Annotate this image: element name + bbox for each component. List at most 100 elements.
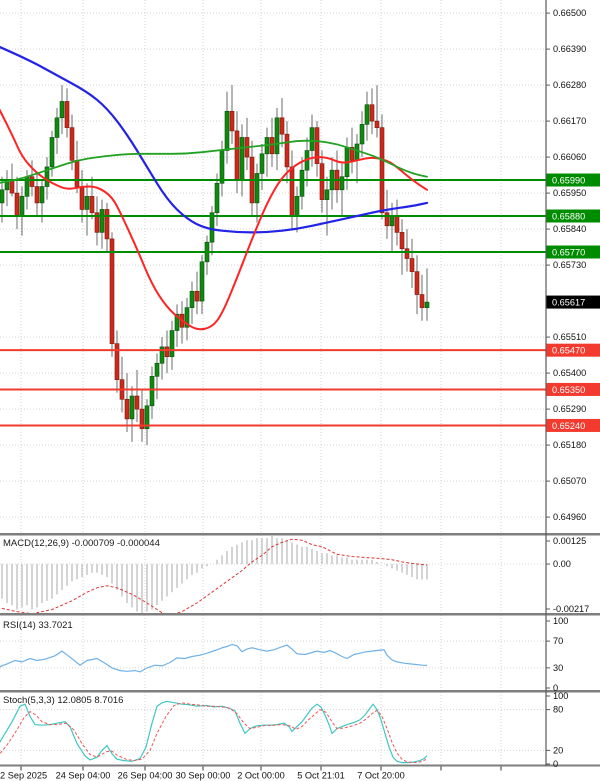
panel-splitter[interactable] [0, 613, 600, 616]
time-axis-label[interactable]: 30 Sep 00:00 [176, 771, 231, 781]
time-axis-label[interactable]: 22 Sep 2025 [0, 771, 47, 781]
price-axis-label: 0.65400 [553, 368, 586, 378]
candle [199, 261, 205, 302]
price-axis-label: 0.66170 [553, 116, 586, 126]
candle [339, 176, 345, 191]
stoch-d-line [0, 702, 428, 764]
candle [234, 130, 240, 181]
candle [394, 215, 400, 233]
price-axis-label: 0.65070 [553, 476, 586, 486]
price-panel [0, 0, 546, 533]
panel-splitter[interactable] [0, 533, 600, 536]
candle [74, 160, 80, 187]
candle [379, 127, 385, 214]
candle [229, 110, 235, 132]
candle [309, 127, 315, 151]
rsi-axis-label: 30 [553, 663, 563, 673]
macd-indicator-label: MACD(12,26,9) -0.000709 -0.000044 [3, 538, 160, 549]
candle [169, 330, 175, 358]
candle [19, 196, 25, 217]
candle [254, 173, 260, 204]
candle [224, 110, 230, 151]
price-level-badge-label: 0.65990 [552, 175, 585, 185]
macd-axis-label: 0.00125 [553, 536, 586, 546]
candle [289, 166, 295, 217]
candle [214, 182, 220, 214]
candle [274, 117, 280, 155]
price-axis-label: 0.65180 [553, 440, 586, 450]
candle [284, 133, 290, 168]
candle [39, 186, 45, 204]
time-axis-label[interactable]: 26 Sep 04:00 [118, 771, 173, 781]
candle [409, 258, 415, 272]
candle [384, 212, 390, 227]
candle [194, 290, 200, 302]
rsi-panel [0, 615, 546, 690]
candle [14, 192, 20, 217]
candle [299, 169, 305, 197]
candle [324, 189, 330, 200]
panel-splitter[interactable] [0, 690, 600, 693]
price-level-badge[interactable] [546, 418, 600, 432]
candle [44, 166, 50, 187]
price-level-badge[interactable] [546, 173, 600, 187]
candle [69, 127, 75, 161]
time-axis-label[interactable]: 24 Sep 04:00 [56, 771, 111, 781]
candle [104, 209, 110, 240]
current-price-badge [546, 295, 600, 309]
time-axis-label[interactable]: 5 Oct 21:01 [297, 771, 345, 781]
candle [319, 163, 325, 200]
candle [374, 120, 380, 128]
rsi-indicator-label: RSI(14) 33.7021 [3, 620, 73, 631]
ma-red-fast [0, 108, 428, 331]
price-axis-label: 0.64960 [553, 512, 586, 522]
candle [259, 153, 265, 174]
candle [269, 137, 275, 155]
candle [9, 179, 15, 194]
price-level-badge-label: 0.65880 [552, 211, 585, 221]
candle [219, 150, 225, 184]
candle [279, 117, 285, 135]
stoch-axis-label: 0 [553, 759, 558, 769]
candle [314, 127, 320, 164]
price-level-badge[interactable] [546, 382, 600, 396]
price-level-badge[interactable] [546, 209, 600, 223]
stoch-indicator-label: Stoch(5,3,3) 12.0805 8.7016 [3, 695, 124, 706]
price-level-badge-label: 0.65240 [552, 421, 585, 431]
candle [239, 137, 245, 181]
candle [354, 143, 360, 161]
candle [29, 176, 35, 187]
macd-axis-label: -0.00217 [553, 604, 589, 614]
price-axis-label: 0.65730 [553, 260, 586, 270]
candle [414, 271, 420, 295]
candle [54, 117, 60, 138]
candle [369, 104, 375, 122]
candle [209, 212, 215, 243]
ma-blue-slow [0, 45, 429, 234]
candle [79, 186, 85, 210]
price-axis [546, 12, 600, 765]
candle [139, 408, 145, 430]
candle [389, 215, 395, 227]
time-axis-label[interactable]: 7 Oct 20:00 [357, 771, 405, 781]
panel-splitter[interactable] [0, 764, 600, 767]
time-axis [20, 766, 502, 771]
candles [0, 85, 430, 446]
candle [124, 398, 130, 420]
rsi-line [0, 643, 428, 673]
price-level-badge[interactable] [546, 245, 600, 259]
rsi-axis-label: 70 [553, 636, 563, 646]
price-level-badge-label: 0.65350 [552, 385, 585, 395]
candle [49, 137, 55, 168]
candle [64, 101, 70, 128]
candle [419, 294, 425, 308]
time-axis-label[interactable]: 2 Oct 00:00 [237, 771, 285, 781]
candle [349, 146, 355, 161]
candle [94, 212, 100, 233]
price-level-badge[interactable] [546, 343, 600, 357]
current-price-label: 0.65617 [552, 298, 585, 308]
candle [159, 346, 165, 364]
candle [184, 307, 190, 328]
